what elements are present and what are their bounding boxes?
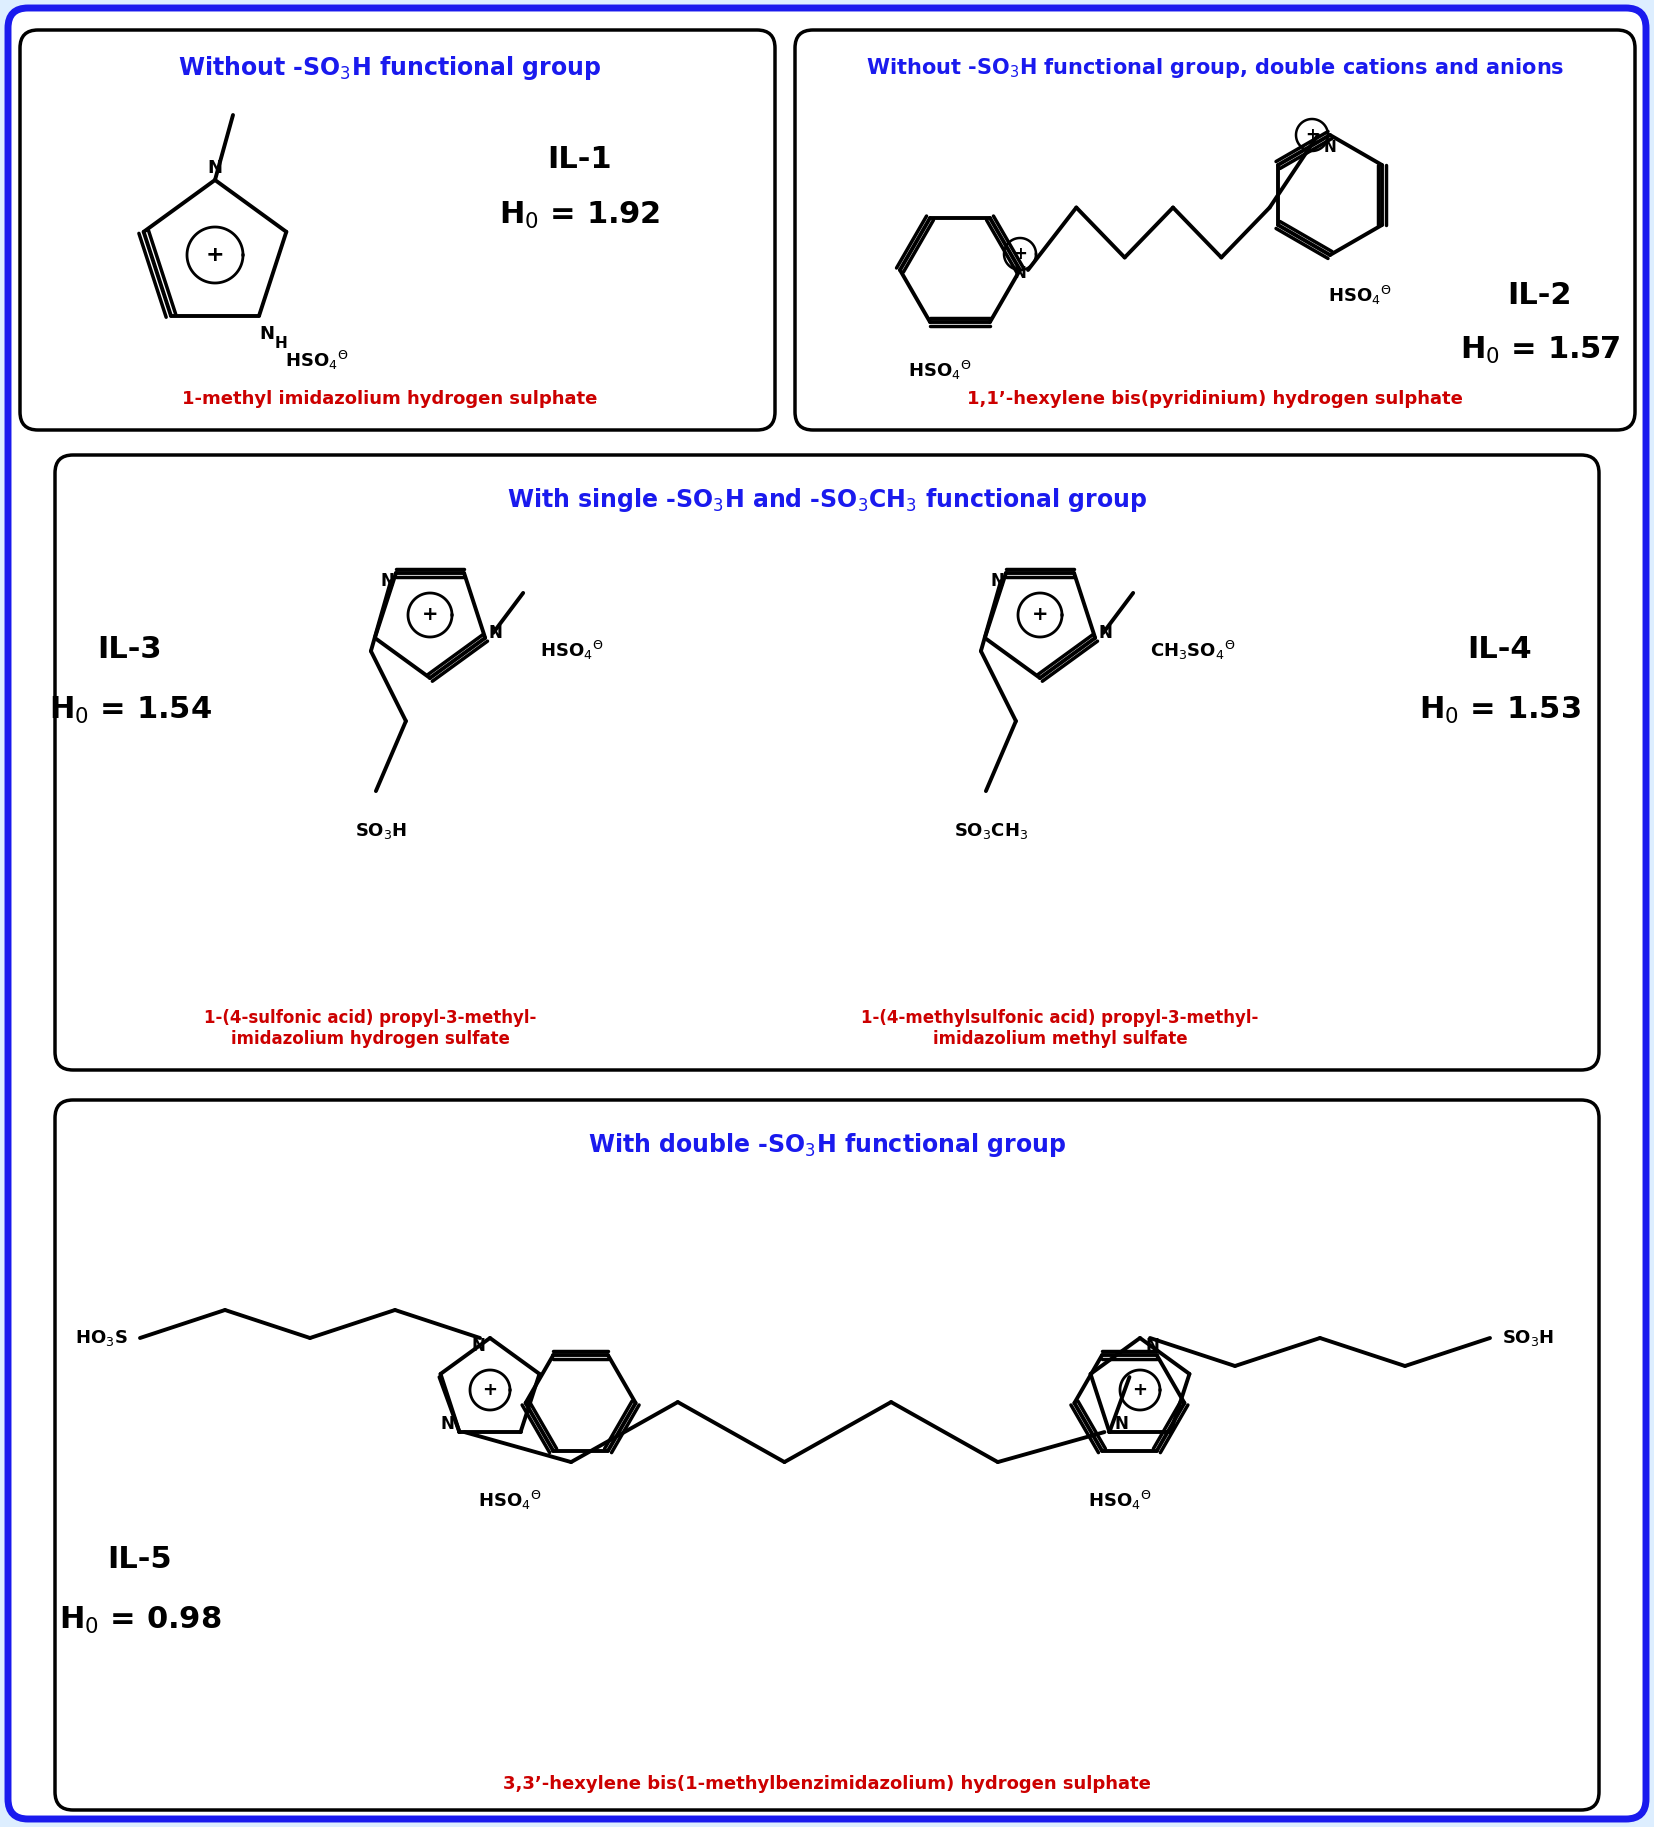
Text: SO$_3$CH$_3$: SO$_3$CH$_3$: [954, 820, 1029, 840]
Text: +: +: [1032, 605, 1049, 625]
Text: With double -SO$_3$H functional group: With double -SO$_3$H functional group: [587, 1131, 1067, 1158]
Text: N: N: [488, 625, 503, 641]
Text: N: N: [440, 1416, 455, 1432]
Text: HSO$_4$$^{\Theta}$: HSO$_4$$^{\Theta}$: [284, 349, 349, 371]
Text: N: N: [1323, 139, 1336, 155]
Text: N: N: [991, 572, 1006, 590]
Text: IL-5: IL-5: [108, 1546, 172, 1575]
Text: 1-(4-methylsulfonic acid) propyl-3-methyl-
imidazolium methyl sulfate: 1-(4-methylsulfonic acid) propyl-3-methy…: [862, 1009, 1259, 1049]
Text: N: N: [1115, 1416, 1128, 1432]
Text: H$_0$ = 0.98: H$_0$ = 0.98: [60, 1604, 222, 1635]
Text: IL-4: IL-4: [1467, 636, 1532, 665]
Text: HSO$_4$$^{\Theta}$: HSO$_4$$^{\Theta}$: [908, 358, 971, 382]
FancyBboxPatch shape: [55, 1100, 1599, 1811]
Text: HSO$_4$$^{\Theta}$: HSO$_4$$^{\Theta}$: [478, 1489, 543, 1511]
Text: N: N: [1098, 625, 1111, 641]
Text: 1-(4-sulfonic acid) propyl-3-methyl-
imidazolium hydrogen sulfate: 1-(4-sulfonic acid) propyl-3-methyl- imi…: [203, 1009, 536, 1049]
Text: HSO$_4$$^{\Theta}$: HSO$_4$$^{\Theta}$: [1088, 1489, 1151, 1511]
Text: +: +: [1133, 1381, 1148, 1399]
Text: +: +: [1305, 126, 1318, 144]
Text: H: H: [275, 336, 288, 351]
Text: +: +: [1012, 245, 1027, 263]
Text: H$_0$ = 1.54: H$_0$ = 1.54: [48, 694, 212, 725]
Text: H$_0$ = 1.57: H$_0$ = 1.57: [1460, 334, 1621, 365]
Text: IL-3: IL-3: [98, 636, 162, 665]
Text: N: N: [471, 1337, 485, 1356]
Text: HSO$_4$$^{\Theta}$: HSO$_4$$^{\Theta}$: [539, 638, 604, 661]
Text: HO$_3$S: HO$_3$S: [76, 1328, 127, 1348]
Text: 1,1’-hexylene bis(pyridinium) hydrogen sulphate: 1,1’-hexylene bis(pyridinium) hydrogen s…: [968, 389, 1462, 407]
Text: SO$_3$H: SO$_3$H: [354, 820, 407, 840]
Text: H$_0$ = 1.92: H$_0$ = 1.92: [500, 199, 660, 230]
Text: 1-methyl imidazolium hydrogen sulphate: 1-methyl imidazolium hydrogen sulphate: [182, 389, 597, 407]
Text: H$_0$ = 1.53: H$_0$ = 1.53: [1419, 694, 1581, 725]
Text: HSO$_4$$^{\Theta}$: HSO$_4$$^{\Theta}$: [1328, 283, 1391, 307]
Text: IL-2: IL-2: [1508, 281, 1573, 309]
FancyBboxPatch shape: [8, 7, 1646, 1820]
Text: N: N: [380, 572, 395, 590]
Text: +: +: [205, 245, 225, 265]
Text: CH$_3$SO$_4$$^{\Theta}$: CH$_3$SO$_4$$^{\Theta}$: [1150, 638, 1236, 661]
FancyBboxPatch shape: [796, 29, 1636, 429]
Text: N: N: [260, 325, 275, 343]
Text: N: N: [1014, 265, 1027, 281]
Text: N: N: [207, 159, 223, 177]
Text: 3,3’-hexylene bis(1-methylbenzimidazolium) hydrogen sulphate: 3,3’-hexylene bis(1-methylbenzimidazoliu…: [503, 1776, 1151, 1792]
Text: With single -SO$_3$H and -SO$_3$CH$_3$ functional group: With single -SO$_3$H and -SO$_3$CH$_3$ f…: [506, 486, 1148, 513]
Text: Without -SO$_3$H functional group: Without -SO$_3$H functional group: [179, 55, 602, 82]
Text: +: +: [422, 605, 438, 625]
Text: Without -SO$_3$H functional group, double cations and anions: Without -SO$_3$H functional group, doubl…: [865, 57, 1565, 80]
Text: SO$_3$H: SO$_3$H: [1502, 1328, 1555, 1348]
Text: IL-1: IL-1: [547, 146, 612, 175]
Text: N: N: [1145, 1337, 1159, 1356]
Text: +: +: [483, 1381, 498, 1399]
FancyBboxPatch shape: [55, 455, 1599, 1071]
FancyBboxPatch shape: [20, 29, 776, 429]
